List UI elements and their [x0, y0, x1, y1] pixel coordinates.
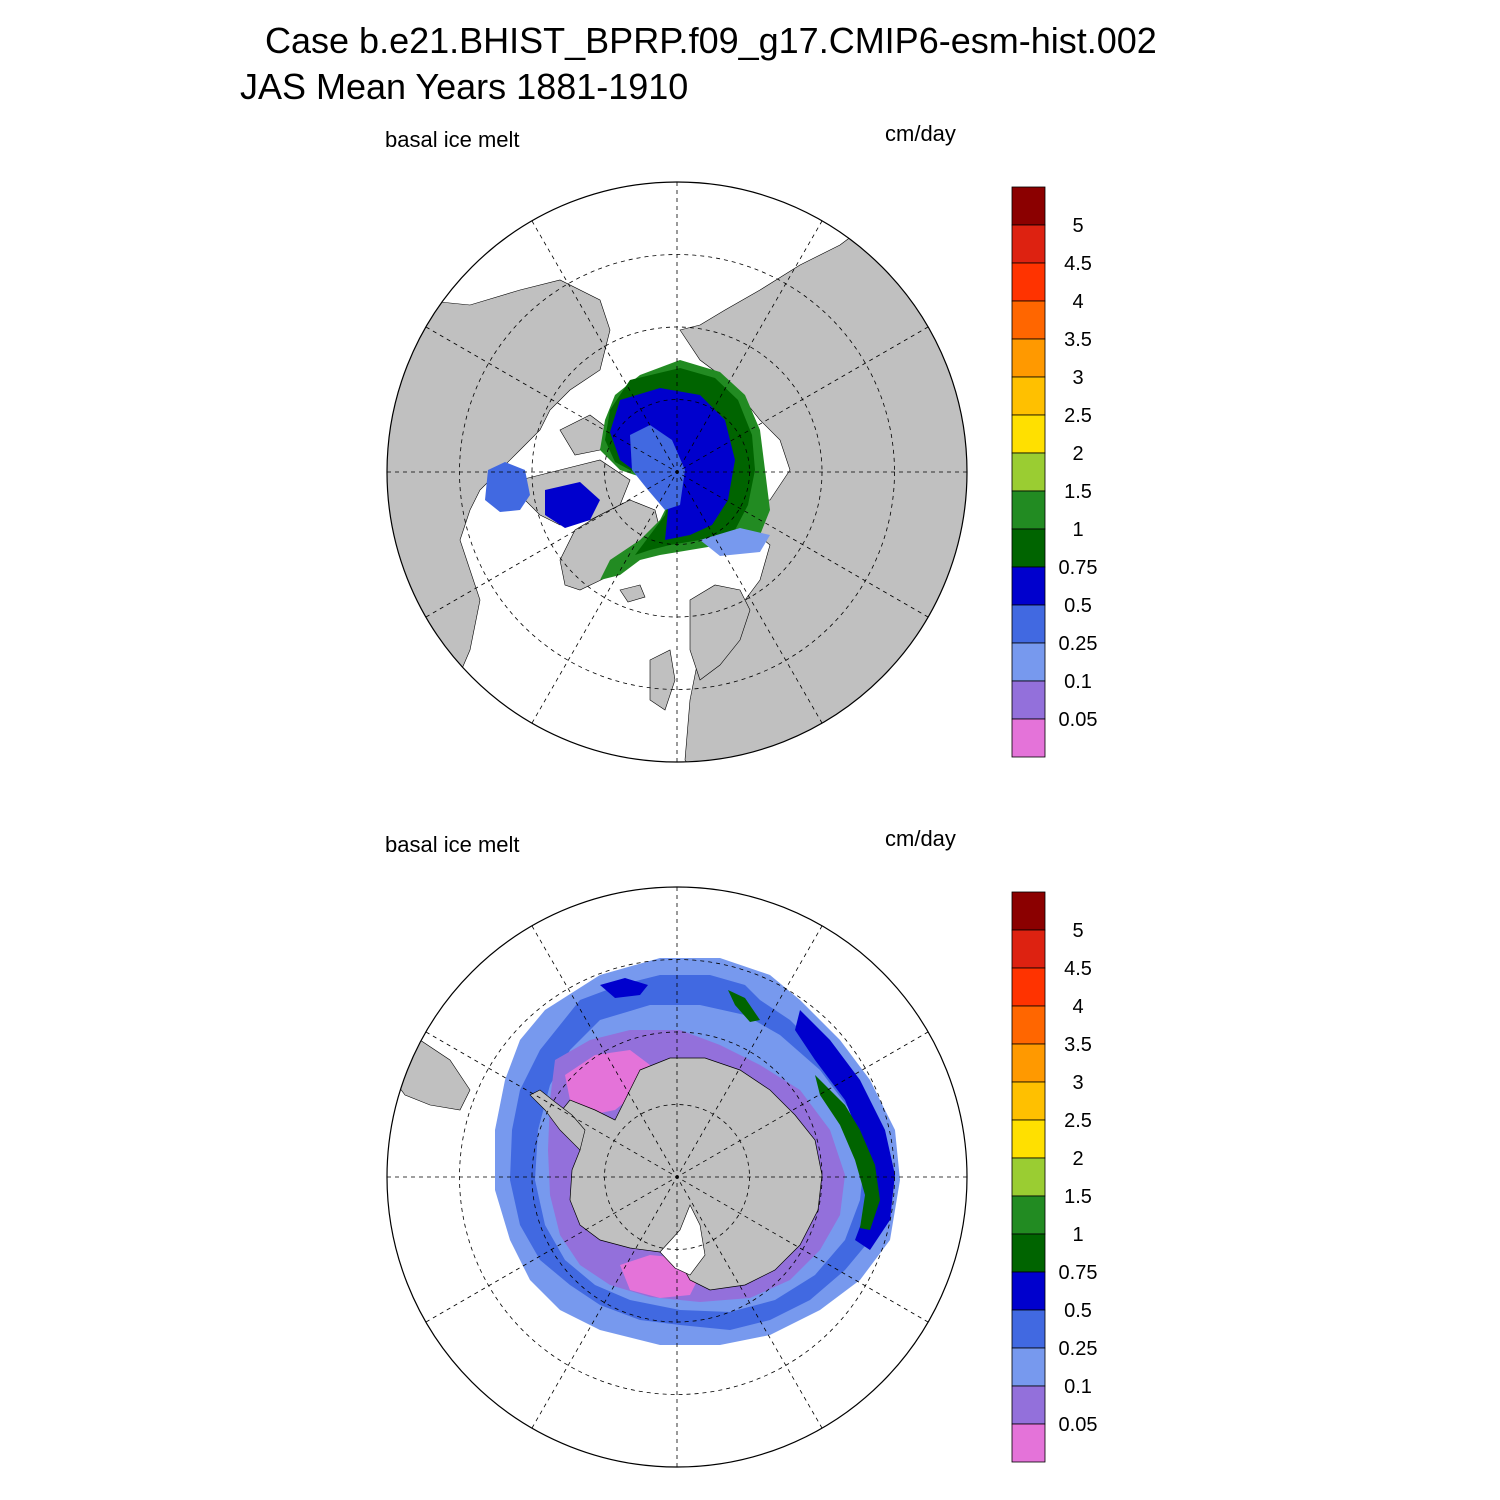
north-colorbar-tick-label: 0.5 [1064, 595, 1092, 617]
north-colorbar-tick-label: 0.75 [1059, 557, 1098, 579]
south-colorbar-swatch [1011, 1157, 1046, 1197]
case-title: Case b.e21.BHIST_BPRP.f09_g17.CMIP6-esm-… [265, 20, 1157, 61]
south-colorbar-swatch [1011, 1271, 1046, 1311]
south-melt-darkblue-small [600, 978, 648, 998]
south-colorbar-swatch [1011, 1005, 1046, 1045]
south-colorbar-tick-label: 0.05 [1059, 1414, 1098, 1436]
south-melt-green-small [728, 990, 760, 1022]
north-colorbar-tick-label: 0.1 [1064, 671, 1092, 693]
south-polar-map [386, 886, 968, 1468]
north-colorbar-tick-label: 4 [1072, 291, 1083, 313]
south-colorbar-tick-label: 3.5 [1064, 1034, 1092, 1056]
north-melt-strait [700, 528, 770, 556]
south-colorbar: 5 4.5 4 3.5 3 2.5 2 1.5 1 0.75 0.5 0.25 0.1 0.05 [1011, 891, 1098, 1463]
south-colorbar-swatch [1011, 1423, 1046, 1463]
north-colorbar-swatch [1011, 338, 1046, 378]
north-colorbar-tick-label: 3.5 [1064, 329, 1092, 351]
south-colorbar-swatch [1011, 1119, 1046, 1159]
north-colorbar-swatch [1011, 300, 1046, 340]
south-land-peninsula [529, 1089, 586, 1151]
north-colorbar-tick-label: 0.05 [1059, 709, 1098, 731]
south-variable-label: basal ice melt [385, 832, 520, 857]
south-colorbar-tick-label: 3 [1072, 1072, 1083, 1094]
south-ross-ice-shelf [659, 1204, 706, 1276]
north-units-label: cm/day [885, 121, 956, 146]
north-colorbar-swatch [1011, 528, 1046, 568]
north-colorbar: 5 4.5 4 3.5 3 2.5 2 1.5 1 0.75 0.5 0.25 0.1 0.05 [1011, 186, 1098, 758]
north-variable-label: basal ice melt [385, 127, 520, 152]
south-colorbar-swatch [1011, 967, 1046, 1007]
north-melt-hudson [545, 482, 600, 528]
south-colorbar-tick-label: 4 [1072, 996, 1083, 1018]
south-colorbar-tick-label: 1.5 [1064, 1186, 1092, 1208]
north-polar-map [386, 181, 968, 763]
south-colorbar-swatch [1011, 1043, 1046, 1083]
north-colorbar-tick-label: 4.5 [1064, 253, 1092, 275]
north-colorbar-swatch [1011, 680, 1046, 720]
north-colorbar-swatch [1011, 414, 1046, 454]
north-land-uk [649, 649, 676, 711]
north-colorbar-swatch [1011, 642, 1046, 682]
south-colorbar-swatch [1011, 891, 1046, 931]
south-melt-green-band [815, 1075, 880, 1230]
north-colorbar-tick-label: 0.25 [1059, 633, 1098, 655]
north-colorbar-swatch [1011, 566, 1046, 606]
north-land-europe [689, 584, 751, 681]
south-units-label: cm/day [885, 826, 956, 851]
period-title: JAS Mean Years 1881-1910 [240, 66, 689, 107]
south-colorbar-swatch [1011, 1233, 1046, 1273]
south-colorbar-tick-label: 4.5 [1064, 958, 1092, 980]
south-colorbar-tick-label: 0.75 [1059, 1262, 1098, 1284]
south-graticule [387, 887, 967, 1467]
north-colorbar-tick-label: 2.5 [1064, 405, 1092, 427]
south-colorbar-tick-label: 2.5 [1064, 1110, 1092, 1132]
north-colorbar-tick-label: 1.5 [1064, 481, 1092, 503]
north-colorbar-tick-label: 5 [1072, 215, 1083, 237]
south-colorbar-swatch [1011, 929, 1046, 969]
north-melt-baffin [485, 462, 530, 512]
south-colorbar-swatch [1011, 1347, 1046, 1387]
south-colorbar-tick-label: 0.5 [1064, 1300, 1092, 1322]
south-colorbar-swatch [1011, 1195, 1046, 1235]
south-colorbar-swatch [1011, 1385, 1046, 1425]
north-colorbar-swatch [1011, 718, 1046, 758]
south-colorbar-tick-label: 0.1 [1064, 1376, 1092, 1398]
north-colorbar-tick-label: 2 [1072, 443, 1083, 465]
north-colorbar-swatch [1011, 224, 1046, 264]
north-colorbar-swatch [1011, 262, 1046, 302]
north-colorbar-swatch [1011, 490, 1046, 530]
north-colorbar-swatch [1011, 186, 1046, 226]
north-colorbar-swatch [1011, 604, 1046, 644]
north-colorbar-swatch [1011, 376, 1046, 416]
north-land-iceland [619, 584, 646, 603]
north-colorbar-tick-label: 1 [1072, 519, 1083, 541]
south-colorbar-tick-label: 5 [1072, 920, 1083, 942]
south-colorbar-tick-label: 2 [1072, 1148, 1083, 1170]
north-graticule [387, 182, 967, 762]
south-colorbar-tick-label: 1 [1072, 1224, 1083, 1246]
north-melt-blue [630, 425, 685, 510]
south-colorbar-swatch [1011, 1309, 1046, 1349]
south-colorbar-tick-label: 0.25 [1059, 1338, 1098, 1360]
north-colorbar-tick-label: 3 [1072, 367, 1083, 389]
north-colorbar-swatch [1011, 452, 1046, 492]
south-colorbar-swatch [1011, 1081, 1046, 1121]
